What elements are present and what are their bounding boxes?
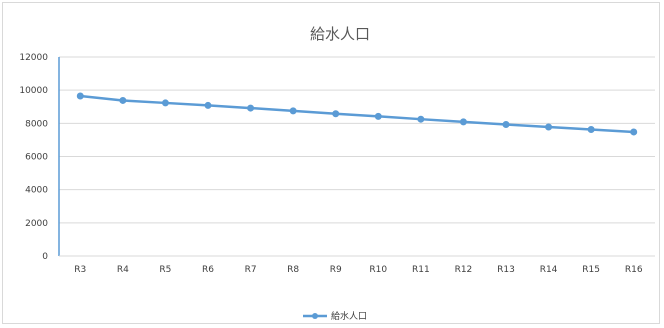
x-tick-label-R6: R6 xyxy=(202,265,214,275)
series-line-0 xyxy=(79,94,635,134)
x-tick-label-R10: R10 xyxy=(369,265,387,275)
x-tick-label-R11: R11 xyxy=(412,265,430,275)
series-layer xyxy=(76,92,638,136)
x-tick-label-R8: R8 xyxy=(287,265,299,275)
chart-title: 給水人口 xyxy=(310,25,370,43)
x-tick-label-R16: R16 xyxy=(625,265,643,275)
data-point-R12 xyxy=(459,118,467,126)
data-point-R8 xyxy=(289,107,297,115)
x-tick-label-R3: R3 xyxy=(74,265,86,275)
x-tick-label-R15: R15 xyxy=(582,265,600,275)
y-tick-label: 2000 xyxy=(25,219,48,229)
y-tick-label: 8000 xyxy=(25,119,48,129)
y-tick-label: 12000 xyxy=(19,53,48,63)
x-tick-label-R14: R14 xyxy=(540,265,558,275)
x-tick-label-R13: R13 xyxy=(497,265,515,275)
data-point-R15 xyxy=(587,125,595,133)
data-point-R9 xyxy=(332,110,340,118)
data-point-R6 xyxy=(204,101,212,109)
legend: 給水人口 xyxy=(303,310,367,322)
y-tick-label: 6000 xyxy=(25,153,48,163)
gridlines xyxy=(59,56,655,224)
x-tick-label-R9: R9 xyxy=(330,265,342,275)
data-point-R7 xyxy=(247,104,255,112)
x-axis-tick-labels: R3 R4 R5 R6 R7 R8 R9 R10 R11 R12 R13 R14 R15 R16 xyxy=(74,265,643,275)
data-point-R5 xyxy=(161,99,169,107)
legend-label: 給水人口 xyxy=(331,310,367,322)
data-point-R13 xyxy=(502,120,510,128)
x-tick-label-R7: R7 xyxy=(245,265,257,275)
data-point-R3 xyxy=(76,92,84,100)
y-tick-label: 10000 xyxy=(19,86,48,96)
chart-frame xyxy=(2,2,660,324)
legend-swatch-marker xyxy=(312,313,318,319)
data-point-R16 xyxy=(630,128,638,136)
x-tick-label-R5: R5 xyxy=(159,265,171,275)
data-point-R11 xyxy=(417,115,425,123)
axes xyxy=(58,57,655,257)
data-point-R4 xyxy=(119,96,127,104)
x-tick-label-R4: R4 xyxy=(117,265,129,275)
x-tick-label-R12: R12 xyxy=(455,265,473,275)
y-axis-tick-labels: 0 2000 4000 6000 8000 10000 12000 xyxy=(19,53,48,262)
data-point-R10 xyxy=(374,112,382,120)
data-point-R14 xyxy=(545,123,553,131)
y-tick-label: 4000 xyxy=(25,186,48,196)
y-tick-label: 0 xyxy=(42,252,48,262)
